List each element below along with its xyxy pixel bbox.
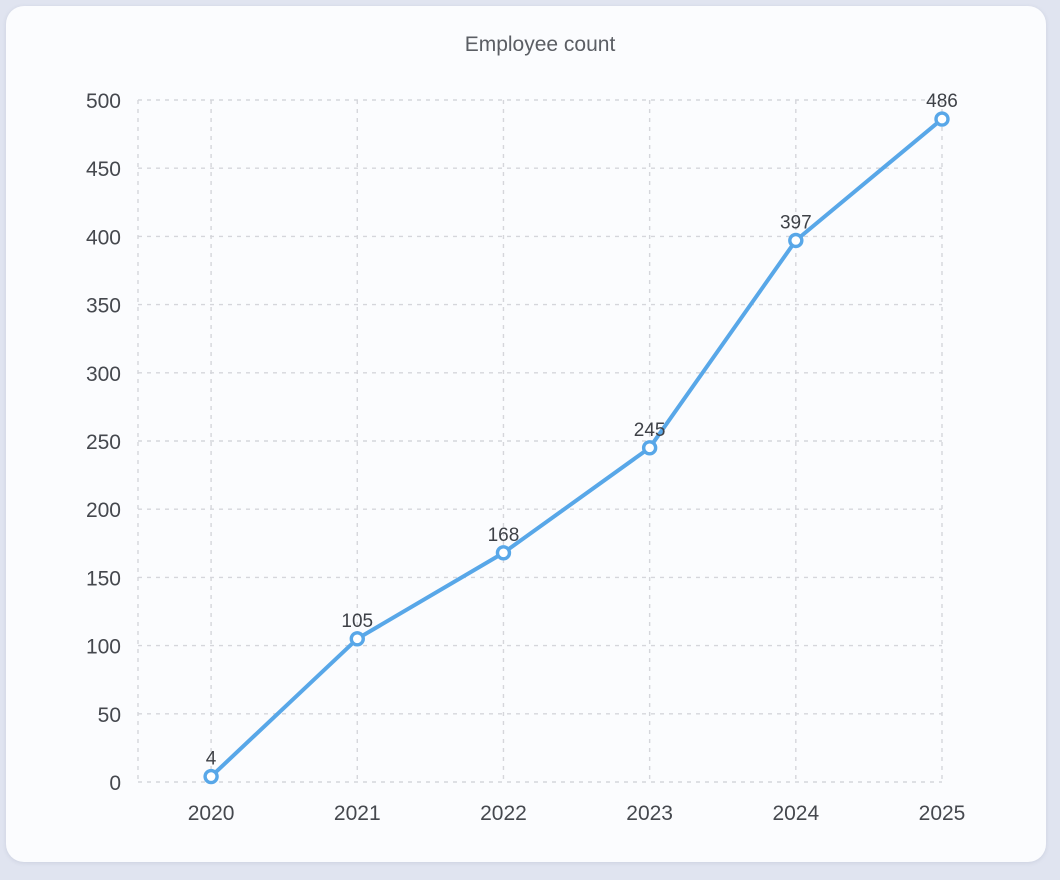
chart-card <box>6 6 1046 862</box>
x-tick-label: 2022 <box>480 802 527 825</box>
x-tick-label: 2025 <box>919 802 966 825</box>
chart-title: Employee count <box>464 33 616 56</box>
y-tick-label: 50 <box>98 704 121 727</box>
data-point-marker <box>349 631 365 647</box>
x-tick-label: 2020 <box>188 802 235 825</box>
data-point-marker <box>788 232 804 249</box>
data-point-label: 245 <box>634 420 666 441</box>
y-tick-label: 250 <box>86 431 121 454</box>
y-tick-label: 150 <box>86 567 121 590</box>
data-point-label: 168 <box>488 525 520 546</box>
y-tick-label: 200 <box>86 499 121 522</box>
data-point-marker <box>495 545 512 561</box>
x-tick-label: 2024 <box>772 802 819 825</box>
y-tick-label: 0 <box>109 772 121 795</box>
y-tick-label: 350 <box>86 295 121 318</box>
data-point-label: 486 <box>926 91 958 112</box>
x-tick-label: 2023 <box>626 802 673 825</box>
data-point-label: 4 <box>206 749 217 770</box>
y-tick-label: 300 <box>86 363 121 386</box>
y-tick-label: 500 <box>86 90 121 113</box>
data-point-label: 105 <box>341 611 373 632</box>
data-point-label: 397 <box>780 212 812 233</box>
data-point-marker <box>641 440 658 456</box>
y-tick-label: 450 <box>86 158 121 181</box>
series-line <box>209 117 944 779</box>
data-point-marker <box>934 111 950 127</box>
data-point-marker <box>203 768 219 785</box>
x-tick-label: 2021 <box>334 802 381 825</box>
y-tick-label: 400 <box>86 226 121 249</box>
y-tick-label: 100 <box>86 636 121 659</box>
